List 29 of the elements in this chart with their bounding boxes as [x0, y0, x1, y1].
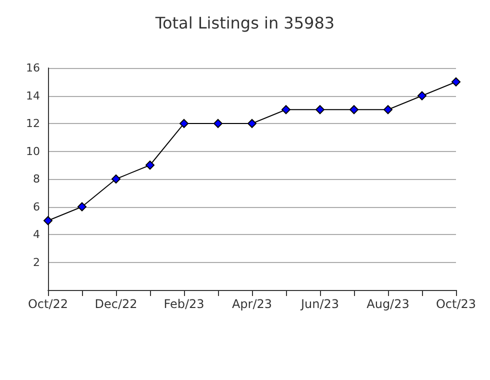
y-tick-label: 4 — [33, 228, 40, 241]
point — [452, 77, 460, 86]
point — [214, 119, 222, 128]
y-tick-label: 6 — [33, 200, 40, 214]
point — [146, 160, 154, 170]
x-tick-label: Dec/22 — [94, 297, 138, 311]
x-tick-label: Oct/23 — [436, 297, 476, 311]
x-tick-label: Jun/23 — [300, 297, 340, 311]
point — [350, 105, 358, 114]
y-tick-label: 14 — [26, 89, 40, 102]
x-tick-label: Oct/22 — [28, 297, 68, 311]
y-tick-label: 8 — [33, 172, 40, 186]
chart-title: Total Listings in 35983 — [154, 14, 335, 32]
y-tick-label: 12 — [26, 117, 40, 130]
point — [282, 105, 290, 114]
point — [180, 119, 188, 128]
point — [384, 105, 392, 114]
point — [248, 119, 256, 128]
y-tick-label: 10 — [26, 144, 40, 158]
y-tick-label: 16 — [26, 62, 40, 74]
point — [44, 216, 52, 226]
point — [418, 91, 426, 100]
point — [316, 105, 324, 114]
y-tick-label: 2 — [33, 256, 40, 269]
point — [112, 174, 120, 184]
x-tick-label: Feb/23 — [164, 297, 204, 311]
point — [78, 202, 86, 212]
x-tick-label: Aug/23 — [366, 297, 410, 311]
x-tick-label: Apr/23 — [232, 297, 272, 311]
